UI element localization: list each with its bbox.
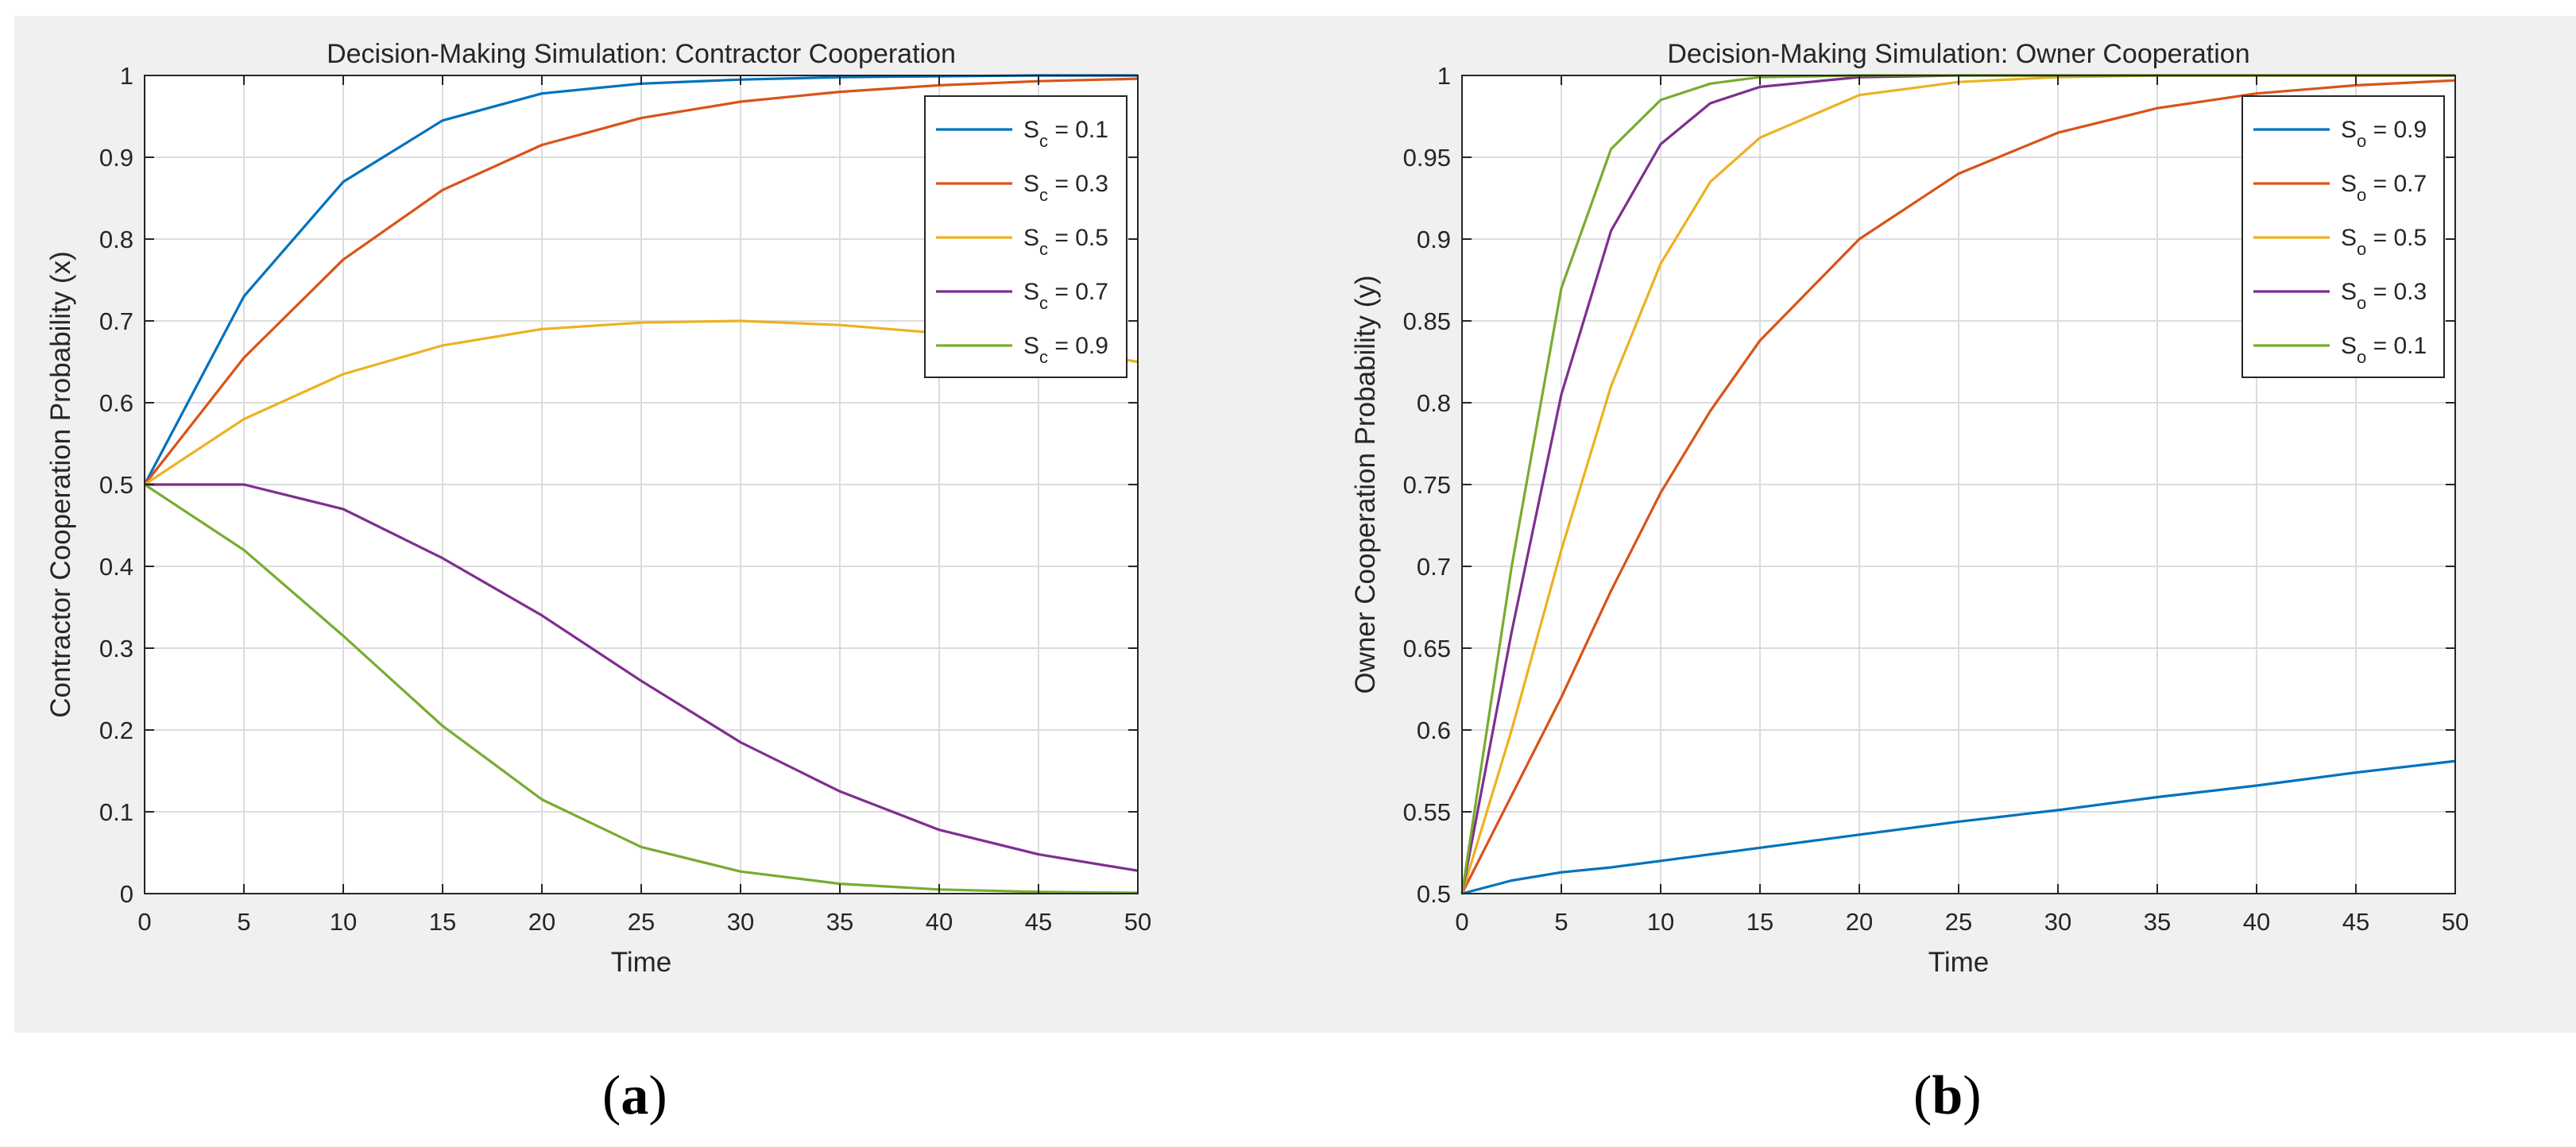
x-tick-label: 15 bbox=[1746, 908, 1773, 936]
series-line bbox=[145, 483, 1139, 872]
y-tick-label: 1 bbox=[120, 62, 133, 90]
chart-title: Decision-Making Simulation: Owner Cooper… bbox=[1667, 39, 2249, 69]
sublabel-b-letter: b bbox=[1932, 1065, 1963, 1126]
x-tick-label: 20 bbox=[1846, 908, 1873, 936]
chart-owner: 0 5 10 15 20 25 30 35 40 45 50 0.5 0.55 0.6 0.65 0.7 0.7… bbox=[1350, 39, 2469, 978]
x-tick-label: 35 bbox=[2144, 908, 2171, 936]
y-tick-label: 0.3 bbox=[99, 635, 133, 662]
legend: So = 0.9 So = 0.7 So = 0.5 So = 0.3 So = 0.1 bbox=[2241, 95, 2445, 378]
x-tick-label: 25 bbox=[1945, 908, 1972, 936]
x-tick-label: 15 bbox=[429, 908, 456, 936]
x-tick-label: 50 bbox=[1124, 908, 1151, 936]
x-tick-label: 0 bbox=[1455, 908, 1468, 936]
series-line bbox=[1460, 79, 2456, 894]
series-line bbox=[144, 483, 1139, 894]
legend-entry: Sc = 0.5 bbox=[1023, 225, 1108, 259]
y-tick-label: 0.75 bbox=[1403, 471, 1451, 499]
x-axis-label: Time bbox=[1928, 947, 1989, 978]
y-tick-label: 0.2 bbox=[99, 716, 133, 744]
y-tick-label: 0.55 bbox=[1403, 798, 1451, 826]
y-tick-label: 0.65 bbox=[1403, 635, 1451, 662]
y-axis-label: Owner Cooperation Probability (y) bbox=[1350, 275, 1381, 693]
legend-entry: Sc = 0.1 bbox=[1023, 117, 1108, 151]
x-tick-label: 45 bbox=[1025, 908, 1052, 936]
y-tick-label: 0.9 bbox=[1417, 226, 1451, 253]
legend-entry: So = 0.9 bbox=[2341, 117, 2427, 151]
series-line bbox=[143, 77, 1139, 485]
y-tick-label: 0.5 bbox=[99, 471, 133, 499]
y-tick-label: 0.1 bbox=[99, 798, 133, 826]
chart-contractor: 0 5 10 15 20 25 30 35 40 45 50 0 0.1 0.2 0.3 0.4 0.5 0.6 0… bbox=[45, 39, 1151, 978]
legend-entry: So = 0.1 bbox=[2341, 333, 2427, 367]
chart-panel-owner: 0 5 10 15 20 25 30 35 40 45 50 0.5 0.55 0.6 0.65 0.7 0.7… bbox=[1327, 16, 2576, 1033]
sublabel-a-letter: a bbox=[621, 1065, 649, 1126]
y-axis-label: Contractor Cooperation Probability (x) bbox=[45, 251, 76, 717]
figure-sublabel-a: (a) bbox=[602, 1065, 667, 1126]
legend: Sc = 0.1 Sc = 0.3 Sc = 0.5 Sc = 0.7 Sc = 0.9 bbox=[924, 95, 1127, 378]
legend-entry: Sc = 0.7 bbox=[1023, 279, 1108, 313]
y-tick-label: 0.5 bbox=[1417, 880, 1451, 908]
y-tick-label: 0.8 bbox=[99, 226, 133, 253]
x-tick-label: 25 bbox=[628, 908, 655, 936]
x-tick-label: 50 bbox=[2442, 908, 2469, 936]
legend-entry: So = 0.5 bbox=[2341, 225, 2427, 259]
y-tick-label: 0.4 bbox=[99, 553, 133, 581]
x-tick-label: 45 bbox=[2342, 908, 2369, 936]
x-tick-label: 5 bbox=[1554, 908, 1568, 936]
x-tick-label: 30 bbox=[2044, 908, 2071, 936]
x-tick-label: 40 bbox=[926, 908, 953, 936]
legend-entry: Sc = 0.3 bbox=[1023, 171, 1108, 205]
x-tick-label: 30 bbox=[727, 908, 754, 936]
x-tick-label: 0 bbox=[137, 908, 151, 936]
legend-entry: So = 0.3 bbox=[2341, 279, 2427, 313]
figure-sublabel-b: (b) bbox=[1913, 1065, 1982, 1126]
y-tick-label: 0 bbox=[120, 880, 133, 908]
y-tick-label: 0.7 bbox=[1417, 553, 1451, 581]
y-tick-label: 0.85 bbox=[1403, 307, 1451, 335]
x-tick-label: 20 bbox=[528, 908, 555, 936]
series-line bbox=[1461, 759, 2456, 895]
legend-entry: So = 0.7 bbox=[2341, 171, 2427, 205]
x-axis-label: Time bbox=[611, 947, 671, 978]
x-tick-label: 35 bbox=[826, 908, 853, 936]
y-tick-label: 0.95 bbox=[1403, 144, 1451, 172]
y-tick-label: 1 bbox=[1437, 62, 1451, 90]
legend-entry: Sc = 0.9 bbox=[1023, 333, 1108, 367]
x-tick-label: 5 bbox=[237, 908, 250, 936]
y-tick-label: 0.9 bbox=[99, 144, 133, 172]
y-tick-label: 0.7 bbox=[99, 307, 133, 335]
y-tick-label: 0.8 bbox=[1417, 389, 1451, 417]
y-tick-label: 0.6 bbox=[1417, 716, 1451, 744]
x-tick-label: 10 bbox=[330, 908, 357, 936]
x-tick-label: 40 bbox=[2243, 908, 2270, 936]
y-tick-label: 0.6 bbox=[99, 389, 133, 417]
x-tick-label: 10 bbox=[1647, 908, 1674, 936]
chart-title: Decision-Making Simulation: Contractor C… bbox=[327, 39, 956, 69]
chart-panel-contractor: 0 5 10 15 20 25 30 35 40 45 50 0 0.1 0.2 0.3 0.4 0.5 0.6 0… bbox=[14, 16, 1333, 1033]
